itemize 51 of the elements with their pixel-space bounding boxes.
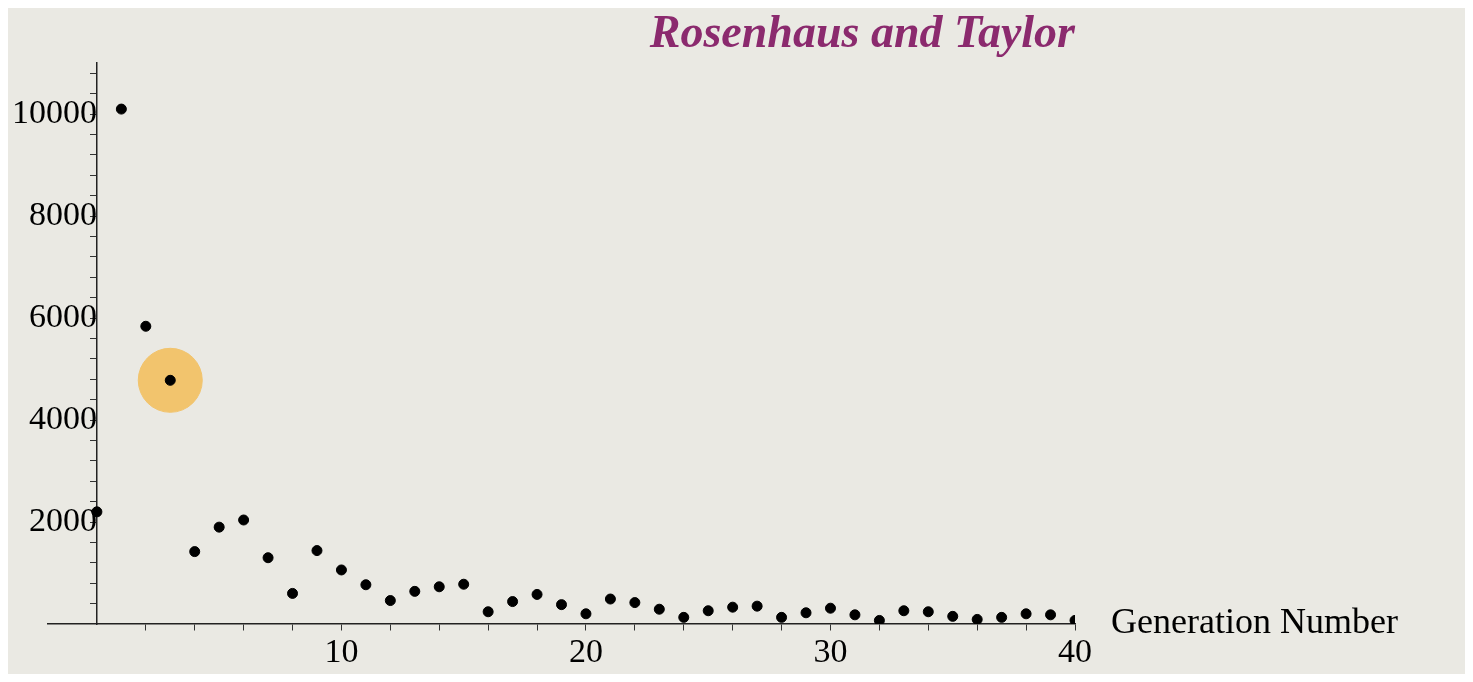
point [727,601,739,613]
x-tick-label: 20 [568,632,603,670]
point [458,578,470,590]
y-tick-label: 10000 [11,93,97,131]
point [800,607,812,619]
point [1020,608,1032,620]
point [507,596,519,608]
point [873,614,885,624]
chart-title: Rosenhaus and Taylor [648,6,1077,58]
point [580,608,592,620]
x-tick-label: 10 [324,632,359,670]
y-tick-label: 2000 [28,500,97,538]
point [287,587,299,599]
point [531,588,543,600]
y-tick-label: 4000 [28,398,97,436]
point [189,546,201,558]
point [238,514,250,526]
point [947,610,959,622]
point [556,599,567,611]
point [702,605,714,617]
point [849,609,861,621]
point [213,521,225,533]
point [776,611,788,623]
y-tick-label: 8000 [28,195,97,233]
x-tick-label: 30 [813,632,848,670]
point [115,103,127,115]
point [898,605,910,617]
x-tick-label: 40 [1058,632,1092,670]
point [971,613,983,624]
point [678,611,690,623]
point [164,374,176,386]
point [824,602,836,614]
point [262,552,274,564]
point [384,595,396,607]
point [360,579,372,591]
point [482,606,494,618]
point [335,564,347,576]
point [140,320,152,332]
point [409,585,421,597]
x-axis-title: Generation Number [1111,601,1398,642]
y-tick-label: 6000 [28,297,97,335]
point [433,581,445,593]
point [751,600,763,612]
point [996,611,1008,623]
point [1045,609,1057,621]
point [137,347,203,413]
point [604,593,616,605]
point [311,545,323,557]
point [653,603,665,615]
point [629,597,641,609]
point [922,606,934,618]
